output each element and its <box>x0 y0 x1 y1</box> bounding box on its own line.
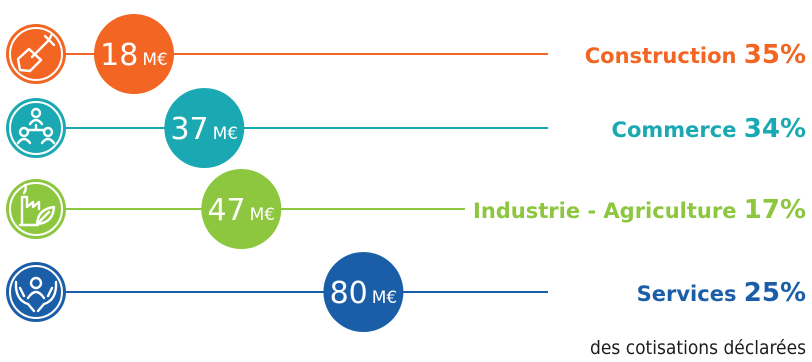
category-label: Services 25% <box>637 278 806 308</box>
chart-row: 80 M€ Services 25% <box>6 252 812 332</box>
amount-bubble <box>164 88 245 168</box>
hands-person-icon <box>6 262 66 322</box>
chart-row: 37 M€ Commerce 34% <box>6 88 812 168</box>
chart-row: 47 M€ Industrie - Agriculture 17% <box>6 169 812 249</box>
chart-row: 18 M€ Construction 35% <box>6 14 812 94</box>
amount-label: 80 M€ <box>330 276 398 311</box>
amount-label: 37 M€ <box>170 112 238 147</box>
footnote: des cotisations déclarées <box>590 337 806 359</box>
category-label: Industrie - Agriculture 17% <box>473 195 806 225</box>
amount-bubble <box>94 14 174 94</box>
category-label: Commerce 34% <box>612 114 806 144</box>
category-label: Construction 35% <box>585 40 806 70</box>
chart-rows: 18 M€ Construction 35% 37 M€ Commerce 34% 47 M€… <box>6 14 812 332</box>
factory-leaf-icon <box>6 179 66 239</box>
shovel-icon <box>6 24 66 84</box>
people-network-icon <box>6 98 66 158</box>
amount-label: 47 M€ <box>207 193 275 228</box>
amount-bubble <box>323 252 404 332</box>
amount-label: 18 M€ <box>100 38 168 73</box>
amount-bubble <box>201 169 282 249</box>
